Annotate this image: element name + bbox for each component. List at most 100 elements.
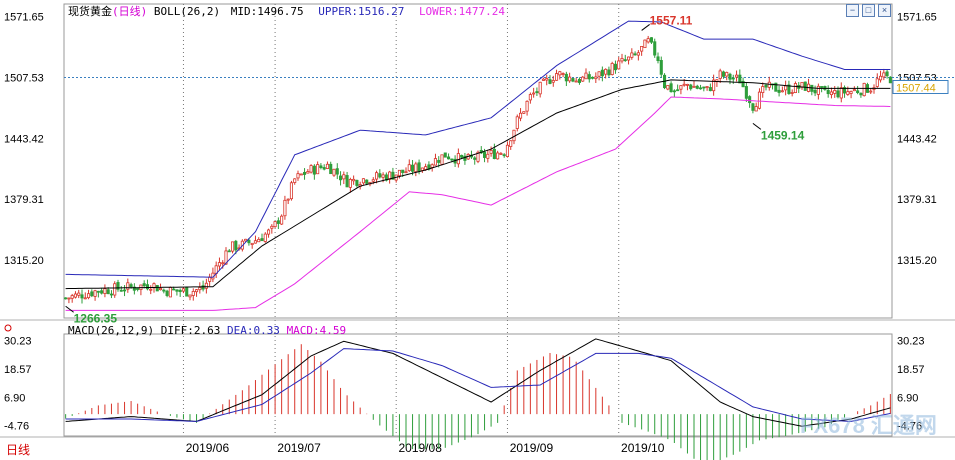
candle-body <box>70 295 74 299</box>
candle-body <box>712 79 716 92</box>
candle-body <box>234 240 238 251</box>
instrument-name: 现货黄金 <box>68 5 112 18</box>
candle-body <box>316 164 320 175</box>
candle-body <box>499 153 503 155</box>
candle-body <box>149 288 153 291</box>
candle-body <box>165 290 169 296</box>
price-y-tick-left: 1571.65 <box>4 12 44 24</box>
price-annotation: 1459.14 <box>761 128 805 142</box>
candle-body <box>201 285 205 290</box>
candle-body <box>100 290 104 294</box>
candle-body <box>96 290 100 293</box>
candle-body <box>600 69 604 77</box>
candle-body <box>257 238 261 243</box>
candle-body <box>613 63 617 71</box>
candle-body <box>338 175 343 181</box>
boll-lower-value: LOWER:1477.24 <box>418 5 506 18</box>
candle-body <box>217 262 222 267</box>
candle-body <box>630 52 634 58</box>
candle-body <box>636 52 640 56</box>
candle-body <box>833 90 837 94</box>
close-icon[interactable]: × <box>878 4 891 17</box>
boll-mid-value: MID:1496.75 <box>230 5 304 18</box>
candle-body <box>355 179 359 186</box>
period-tab-daily[interactable]: 日线 <box>6 443 31 457</box>
price-y-tick-right: 1571.65 <box>897 12 937 24</box>
candle-body <box>296 173 300 179</box>
x-tick-label: 2019/08 <box>398 441 442 455</box>
candle-body <box>492 148 496 160</box>
candle-body <box>787 84 791 94</box>
candle-body <box>584 72 588 80</box>
price-y-tick-left: 1507.53 <box>4 72 44 84</box>
candle-body <box>627 56 631 61</box>
candle-body <box>250 242 254 245</box>
candle-body <box>610 63 614 76</box>
candle-body <box>181 288 186 292</box>
candle-body <box>620 58 624 62</box>
candle-body <box>558 71 562 76</box>
candle-body <box>283 199 287 217</box>
candle-body <box>158 288 163 291</box>
candle-body <box>718 70 722 79</box>
candle-body <box>145 284 150 290</box>
candle-body <box>689 84 693 90</box>
candle-body <box>132 286 136 291</box>
candle-body <box>708 87 712 92</box>
price-y-tick-right: 1379.31 <box>897 194 937 206</box>
macd-value: MACD:4.59 <box>286 324 347 337</box>
candle-body <box>551 80 555 83</box>
candle-body <box>345 175 349 188</box>
candle-body <box>784 85 788 91</box>
candle-body <box>227 250 231 253</box>
candle-body <box>306 171 310 174</box>
candle-body <box>597 71 601 77</box>
candle-body <box>361 178 365 184</box>
candle-body <box>302 171 307 175</box>
current-price-label: 1507.44 <box>896 82 936 94</box>
watermark: FX678 汇通网 <box>800 413 937 438</box>
candle-body <box>676 89 680 92</box>
candle-body <box>682 83 686 86</box>
candle-body <box>230 241 235 252</box>
candle-body <box>803 81 807 91</box>
candle-body <box>64 297 68 300</box>
price-y-tick-right: 1315.20 <box>897 255 937 267</box>
candle-body <box>793 83 797 93</box>
candle-body <box>774 82 778 92</box>
candle-body <box>561 73 565 75</box>
candle-body <box>322 167 326 170</box>
candle-body <box>587 74 591 80</box>
candle-body <box>846 91 850 95</box>
candle-body <box>142 283 146 287</box>
candle-body <box>440 154 444 165</box>
candle-body <box>388 171 392 180</box>
candle-body <box>204 282 208 289</box>
candle-body <box>849 91 853 94</box>
macd-y-tick-left: 30.23 <box>4 336 32 348</box>
candle-body <box>512 129 516 142</box>
candle-body <box>748 96 752 104</box>
candle-body <box>669 83 673 93</box>
candle-body <box>188 294 192 298</box>
candle-body <box>410 164 415 172</box>
candle-body <box>329 163 333 175</box>
candle-body <box>692 85 696 88</box>
candle-body <box>381 174 385 178</box>
macd-dea-value: DEA:0.33 <box>226 324 280 337</box>
maximize-icon[interactable]: □ <box>862 4 875 17</box>
candle-body <box>309 165 313 173</box>
x-tick-label: 2019/10 <box>621 441 665 455</box>
candle-body <box>446 156 451 160</box>
candle-body <box>67 297 71 300</box>
candle-body <box>741 80 745 88</box>
minus-icon[interactable]: − <box>846 4 859 17</box>
candle-body <box>816 85 820 95</box>
price-annotation: 1557.11 <box>650 13 693 27</box>
candle-body <box>699 87 703 90</box>
annotation-leader <box>65 305 74 313</box>
candle-body <box>136 288 140 290</box>
candle-body <box>757 91 761 109</box>
